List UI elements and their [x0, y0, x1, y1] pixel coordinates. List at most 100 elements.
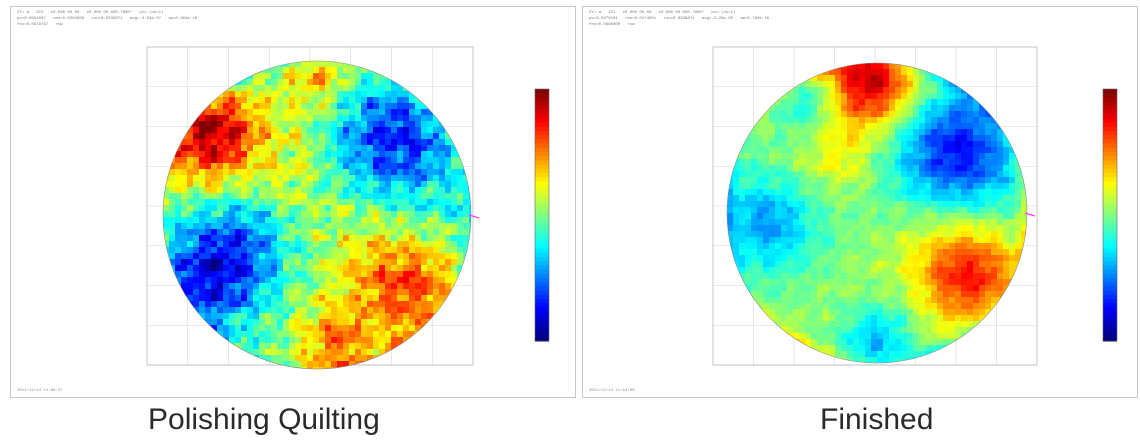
heatmap-cell — [883, 339, 890, 346]
heatmap-cell — [907, 123, 914, 130]
heatmap-cell — [859, 255, 866, 262]
heatmap-cell — [427, 283, 434, 290]
heatmap-cell — [973, 135, 980, 142]
heatmap-cell — [967, 165, 974, 172]
heatmap-cell — [865, 165, 872, 172]
heatmap-cell — [181, 235, 188, 242]
heatmap-cell — [427, 211, 434, 218]
heatmap-cell — [325, 259, 332, 266]
heatmap-cell — [415, 133, 422, 140]
heatmap-cell — [877, 285, 884, 292]
heatmap-cell — [439, 163, 446, 170]
heatmap-cell — [913, 207, 920, 214]
heatmap-cell — [985, 237, 992, 244]
heatmap-cell — [463, 193, 470, 200]
heatmap-cell — [865, 351, 872, 358]
heatmap-cell — [337, 241, 344, 248]
heatmap-cell — [949, 273, 956, 280]
heatmap-cell — [799, 93, 806, 100]
heatmap-cell — [289, 79, 296, 86]
heatmap-cell — [355, 289, 362, 296]
heatmap-cell — [355, 265, 362, 272]
heatmap-cell — [337, 133, 344, 140]
heatmap-cell — [895, 243, 902, 250]
heatmap-cell — [829, 345, 836, 352]
heatmap-cell — [907, 189, 914, 196]
heatmap-cell — [811, 213, 818, 220]
heatmap-cell — [829, 147, 836, 154]
heatmap-cell — [415, 199, 422, 206]
heatmap-cell — [931, 261, 938, 268]
heatmap-cell — [997, 207, 1004, 214]
heatmap-cell — [907, 297, 914, 304]
heatmap-cell — [319, 157, 326, 164]
heatmap-cell — [427, 289, 434, 296]
heatmap-cell — [379, 211, 386, 218]
heatmap-cell — [811, 273, 818, 280]
heatmap-cell — [457, 217, 464, 224]
heatmap-cell — [427, 163, 434, 170]
heatmap-cell — [187, 277, 194, 284]
heatmap-cell — [259, 193, 266, 200]
colorbar-segment — [535, 135, 549, 140]
heatmap-cell — [955, 123, 962, 130]
heatmap-cell — [1003, 255, 1010, 262]
heatmap-cell — [235, 163, 242, 170]
heatmap-cell — [229, 337, 236, 344]
heatmap-cell — [805, 135, 812, 142]
heatmap-cell — [961, 105, 968, 112]
heatmap-cell — [271, 307, 278, 314]
heatmap-cell — [805, 273, 812, 280]
heatmap-cell — [895, 213, 902, 220]
heatmap-cell — [871, 195, 878, 202]
heatmap-cell — [439, 211, 446, 218]
heatmap-cell — [271, 181, 278, 188]
heatmap-cell — [391, 163, 398, 170]
heatmap-cell — [997, 141, 1004, 148]
heatmap-cell — [451, 235, 458, 242]
heatmap-cell — [175, 133, 182, 140]
heatmap-cell — [337, 205, 344, 212]
heatmap-cell — [745, 171, 752, 178]
heatmap-cell — [883, 177, 890, 184]
heatmap-cell — [925, 255, 932, 262]
heatmap-cell — [919, 189, 926, 196]
heatmap-cell — [367, 79, 374, 86]
heatmap-cell — [979, 105, 986, 112]
heatmap-cell — [337, 121, 344, 128]
heatmap-cell — [391, 181, 398, 188]
heatmap-cell — [883, 351, 890, 358]
heatmap-cell — [859, 117, 866, 124]
heatmap-cell — [427, 259, 434, 266]
heatmap-cell — [931, 303, 938, 310]
heatmap-cell — [823, 213, 830, 220]
heatmap-cell — [925, 201, 932, 208]
heatmap-cell — [259, 223, 266, 230]
heatmap-cell — [397, 133, 404, 140]
heatmap-cell — [829, 321, 836, 328]
heatmap-cell — [727, 183, 734, 190]
heatmap-cell — [175, 253, 182, 260]
heatmap-cell — [805, 231, 812, 238]
heatmap-cell — [355, 97, 362, 104]
heatmap-cell — [733, 159, 740, 166]
heatmap-cell — [817, 273, 824, 280]
heatmap-cell — [865, 297, 872, 304]
heatmap-cell — [859, 69, 866, 76]
heatmap-cell — [439, 229, 446, 236]
heatmap-cell — [289, 157, 296, 164]
heatmap-cell — [235, 337, 242, 344]
heatmap-cell — [253, 217, 260, 224]
heatmap-cell — [199, 283, 206, 290]
heatmap-cell — [403, 157, 410, 164]
heatmap-cell — [175, 223, 182, 230]
heatmap-cell — [367, 115, 374, 122]
heatmap-cell — [799, 159, 806, 166]
heatmap-cell — [337, 151, 344, 158]
heatmap-cell — [355, 163, 362, 170]
heatmap-cell — [391, 319, 398, 326]
heatmap-cell — [847, 165, 854, 172]
heatmap-cell — [337, 319, 344, 326]
heatmap-cell — [943, 93, 950, 100]
heatmap-cell — [391, 325, 398, 332]
